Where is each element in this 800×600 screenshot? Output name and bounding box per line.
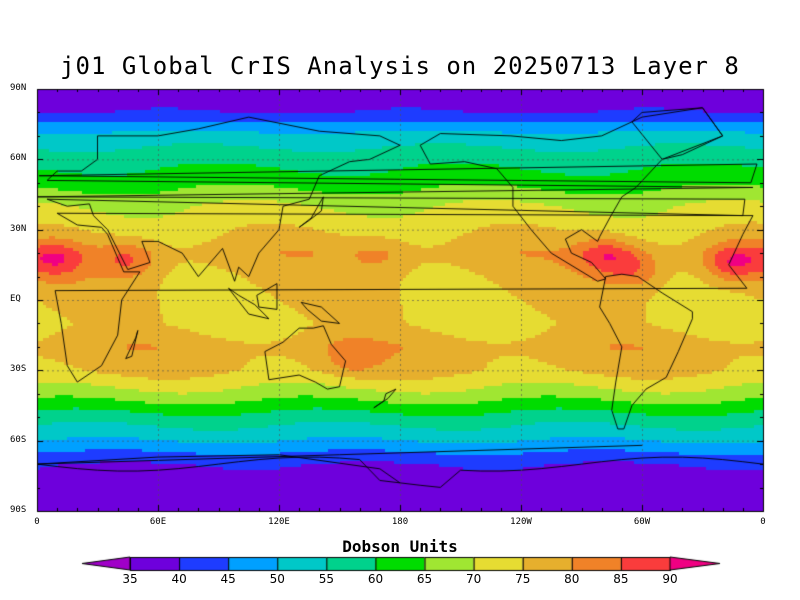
latitude-tick-label: 60S: [10, 434, 27, 445]
latitude-tick-label: 60N: [10, 153, 27, 164]
colorbar-tick-label: 75: [515, 572, 531, 586]
colorbar-units-label: Dobson Units: [342, 537, 458, 556]
longitude-tick-label: 60W: [633, 517, 651, 527]
latitude-tick-label: 30N: [10, 223, 27, 234]
colorbar-tick-label: 40: [171, 572, 187, 586]
longitude-tick-label: 180: [391, 517, 409, 527]
longitude-tick-label: 0: [34, 517, 40, 527]
longitude-tick-label: 0: [760, 517, 766, 527]
colorbar-tick-label: 45: [220, 572, 236, 586]
latitude-tick-label: 90N: [10, 83, 27, 93]
longitude-tick-label: 120E: [268, 517, 290, 527]
colorbar-tick-label: 85: [613, 572, 629, 586]
latitude-tick-label: 90S: [10, 505, 27, 515]
colorbar-tick-label: 80: [564, 572, 580, 586]
colorbar-tick-label: 50: [269, 572, 285, 586]
colorbar-tick-label: 60: [367, 572, 384, 586]
colorbar-tick-label: 70: [465, 572, 482, 586]
colorbar-tick-label: 55: [318, 572, 334, 586]
longitude-tick-label: 120W: [510, 517, 532, 527]
latitude-tick-label: 30S: [10, 364, 27, 375]
longitude-tick-label: 60E: [149, 517, 167, 527]
latitude-tick-label: EQ: [10, 294, 21, 304]
colorbar-tick-label: 65: [416, 572, 433, 586]
map-title: j01 Global CrIS Analysis on 20250713 Lay…: [60, 52, 740, 80]
colorbar-tick-label: 90: [662, 572, 678, 586]
colorbar-tick-label: 35: [122, 572, 138, 586]
